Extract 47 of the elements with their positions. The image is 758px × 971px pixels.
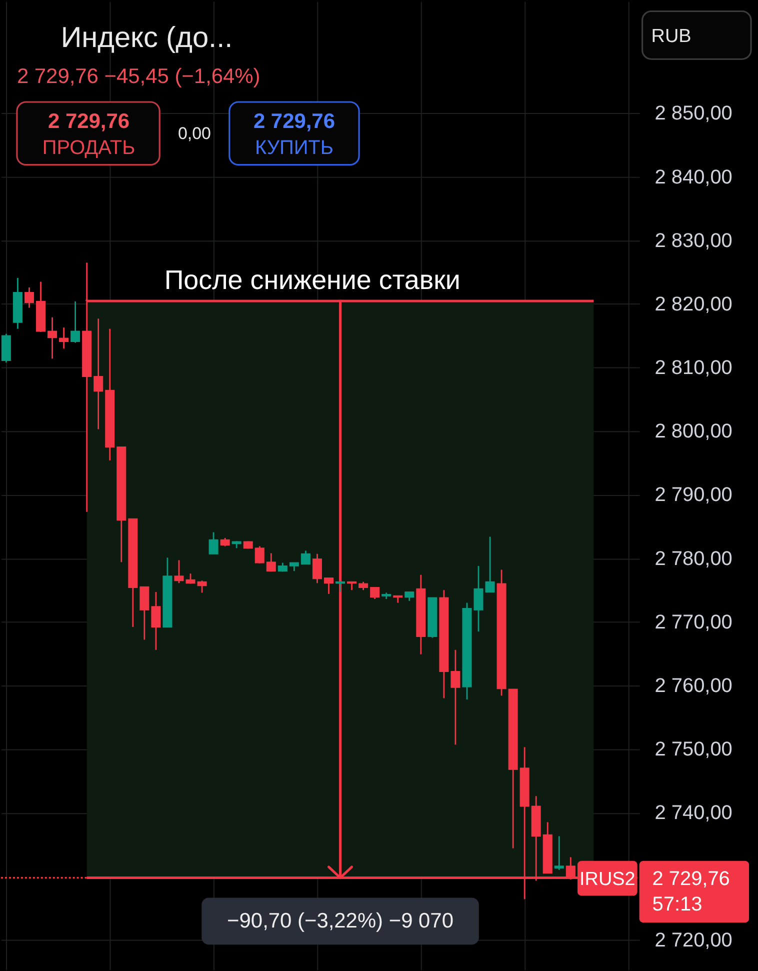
y-tick-label: 2 720,00 bbox=[654, 929, 732, 952]
y-tick-label: 2 740,00 bbox=[654, 802, 732, 824]
candlestick bbox=[140, 586, 150, 640]
candlestick bbox=[485, 536, 495, 593]
y-tick-label: 2 800,00 bbox=[654, 420, 732, 443]
text: RUB bbox=[651, 26, 692, 48]
text: 57:13 bbox=[652, 894, 702, 916]
candlestick bbox=[266, 552, 276, 572]
annotation: После снижение ставки bbox=[164, 265, 460, 296]
candlestick bbox=[450, 649, 460, 746]
candlestick bbox=[254, 546, 264, 564]
y-tick-label: 2 830,00 bbox=[654, 230, 732, 252]
candlestick bbox=[370, 586, 380, 600]
y-tick-label: 2 840,00 bbox=[654, 166, 732, 188]
candlestick bbox=[59, 326, 69, 350]
y-tick-label: 2 780,00 bbox=[654, 548, 732, 570]
candlestick bbox=[324, 577, 334, 595]
annotation: 2 729,76 bbox=[253, 110, 335, 133]
annotation: КУПИТЬ bbox=[255, 136, 334, 159]
candlestick bbox=[94, 318, 104, 430]
candlestick bbox=[554, 835, 564, 871]
candlestick bbox=[24, 286, 34, 308]
candlestick bbox=[174, 560, 184, 584]
y-tick-label: 2 820,00 bbox=[654, 293, 732, 316]
text: 2 729,76 −45,45 (−1,64%) bbox=[16, 65, 260, 88]
candlestick bbox=[197, 580, 207, 594]
ref-line-label: 2 729,76 bbox=[652, 868, 730, 890]
annotation: ПРОДАТЬ bbox=[42, 136, 136, 159]
band-label: −90,70 (−3,22%) −9 070 bbox=[227, 910, 454, 933]
candlestick bbox=[48, 316, 58, 360]
y-tick-label: 2 750,00 bbox=[654, 738, 732, 761]
y-tick-label: 2 760,00 bbox=[654, 674, 732, 697]
annotation: 2 729,76 bbox=[48, 110, 130, 133]
candlestick bbox=[70, 300, 80, 344]
y-tick-label: 2 850,00 bbox=[654, 102, 732, 125]
annotation: 0,00 bbox=[178, 124, 211, 143]
text: Индекс (до... bbox=[60, 22, 233, 54]
candlestick bbox=[312, 553, 322, 584]
candlestick bbox=[335, 580, 346, 593]
annotation: IRUS2 bbox=[580, 868, 636, 890]
y-tick-label: 2 810,00 bbox=[654, 357, 732, 380]
candlestick bbox=[208, 532, 218, 555]
candlestick bbox=[151, 591, 161, 651]
y-tick-label: 2 790,00 bbox=[654, 484, 732, 506]
candlestick bbox=[300, 550, 310, 565]
y-tick-label: 2 770,00 bbox=[654, 611, 732, 634]
candlestick bbox=[474, 565, 484, 632]
